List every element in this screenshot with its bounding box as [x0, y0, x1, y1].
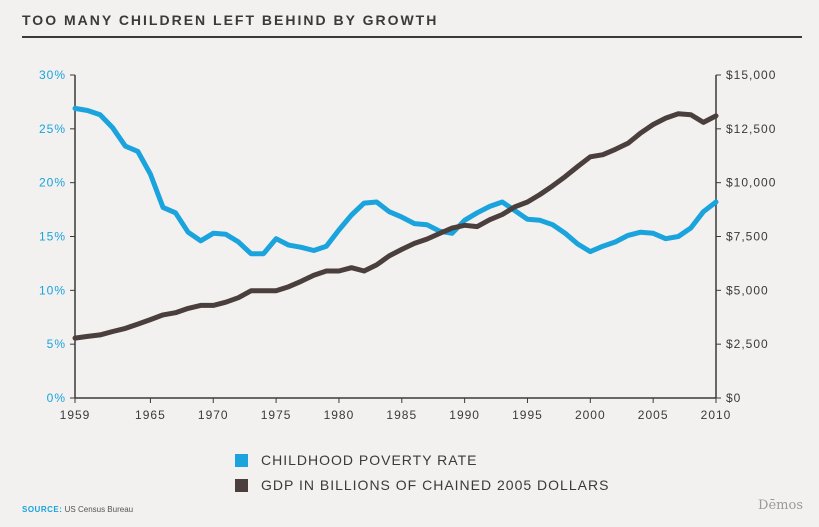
legend-item-gdp: GDP IN BILLIONS OF CHAINED 2005 DOLLARS	[235, 477, 609, 493]
y-left-tick-label: 30%	[39, 68, 66, 82]
legend-swatch-gdp	[235, 478, 248, 492]
x-tick-label: 1980	[324, 408, 355, 422]
legend-label-gdp: GDP IN BILLIONS OF CHAINED 2005 DOLLARS	[261, 477, 610, 493]
y-right-tick-label: $0	[726, 391, 741, 405]
legend-swatch-poverty	[235, 453, 248, 467]
y-left-tick-label: 20%	[39, 176, 66, 190]
x-tick-label: 1990	[449, 408, 480, 422]
series-line-poverty	[72, 105, 719, 257]
source-label: SOURCE:	[22, 505, 63, 514]
legend-item-poverty: CHILDHOOD POVERTY RATE	[235, 452, 477, 468]
y-left-tick-label: 25%	[39, 122, 66, 136]
x-tick-label: 1985	[386, 408, 417, 422]
series-line-gdp	[72, 111, 719, 341]
source-note: SOURCE: US Census Bureau	[22, 505, 133, 514]
legend-label-poverty: CHILDHOOD POVERTY RATE	[261, 452, 478, 468]
y-right-tick-label: $7,500	[726, 230, 769, 244]
y-left-tick-label: 5%	[47, 337, 66, 351]
x-tick-label: 2005	[638, 408, 669, 422]
x-tick-label: 1959	[60, 408, 91, 422]
y-right-tick-label: $15,000	[726, 68, 776, 82]
y-right-tick-label: $10,000	[726, 176, 776, 190]
chart-title: TOO MANY CHILDREN LEFT BEHIND BY GROWTH	[22, 12, 439, 28]
y-right-tick-label: $5,000	[726, 283, 769, 297]
y-left-tick-label: 0%	[47, 391, 66, 405]
title-divider	[22, 36, 802, 38]
source-text: US Census Bureau	[64, 505, 134, 514]
x-tick-label: 2000	[575, 408, 606, 422]
y-right-tick-label: $2,500	[726, 337, 769, 351]
y-right-tick-label: $12,500	[726, 122, 776, 136]
x-tick-label: 1970	[198, 408, 229, 422]
x-tick-label: 2010	[701, 408, 732, 422]
x-tick-label: 1975	[261, 408, 292, 422]
x-tick-label: 1965	[135, 408, 166, 422]
y-left-tick-label: 15%	[39, 230, 66, 244]
x-tick-label: 1995	[512, 408, 543, 422]
brand-logo: Dēmos	[758, 498, 803, 513]
y-left-tick-label: 10%	[39, 283, 66, 297]
